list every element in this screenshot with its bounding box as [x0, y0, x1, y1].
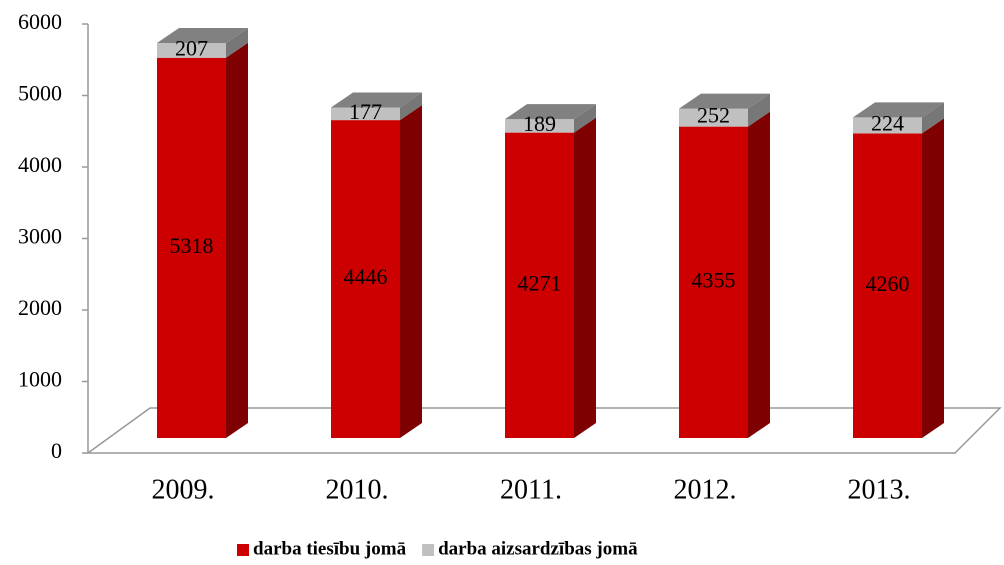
bar-side [226, 27, 248, 58]
bar-side [226, 42, 248, 438]
data-label: 5318 [170, 233, 214, 258]
bar-top [157, 27, 248, 43]
legend-label: darba aizsardzības jomā [438, 538, 638, 559]
legend-label: darba tiesību jomā [253, 538, 407, 559]
data-label: 207 [175, 35, 208, 60]
bar [853, 133, 922, 438]
bar-side [748, 111, 770, 439]
y-tick-label: 6000 [18, 9, 62, 34]
data-label: 224 [871, 110, 904, 135]
bar-side [748, 93, 770, 127]
y-tick-label: 0 [51, 438, 62, 463]
data-label: 177 [349, 99, 382, 124]
data-label: 4446 [344, 264, 388, 289]
legend-swatch [237, 544, 249, 556]
y-tick-label: 3000 [18, 224, 62, 249]
bar [679, 126, 748, 439]
bar-top [505, 104, 596, 120]
bar [505, 132, 574, 438]
x-tick-label: 2013. [848, 474, 911, 505]
x-tick-label: 2009. [152, 474, 215, 505]
bar [157, 42, 226, 58]
bar-side [400, 92, 422, 121]
bar-side [922, 102, 944, 134]
data-label: 4260 [866, 271, 910, 296]
y-tick-label: 5000 [18, 81, 62, 106]
y-tick-label: 2000 [18, 295, 62, 320]
floor [85, 407, 1002, 454]
bar [505, 119, 574, 133]
bar [679, 108, 748, 127]
y-tick-label: 4000 [18, 152, 62, 177]
bar [157, 57, 226, 438]
bar [331, 107, 400, 121]
bar-top [853, 102, 944, 118]
legend-swatch [422, 544, 435, 556]
bar-top [679, 93, 770, 109]
bar-side [400, 105, 422, 439]
data-label: 4355 [692, 267, 736, 292]
bar-side [574, 117, 596, 438]
data-label: 189 [523, 111, 556, 136]
bar-side [574, 104, 596, 133]
x-tick-label: 2012. [674, 474, 737, 505]
bar-side [922, 118, 944, 438]
data-label: 4271 [518, 270, 562, 295]
x-tick-label: 2010. [326, 474, 389, 505]
y-tick-label: 1000 [18, 367, 62, 392]
data-label: 252 [697, 103, 730, 128]
bar [331, 120, 400, 439]
bar-top [331, 92, 422, 108]
x-tick-label: 2011. [500, 474, 562, 505]
bar [853, 117, 922, 134]
